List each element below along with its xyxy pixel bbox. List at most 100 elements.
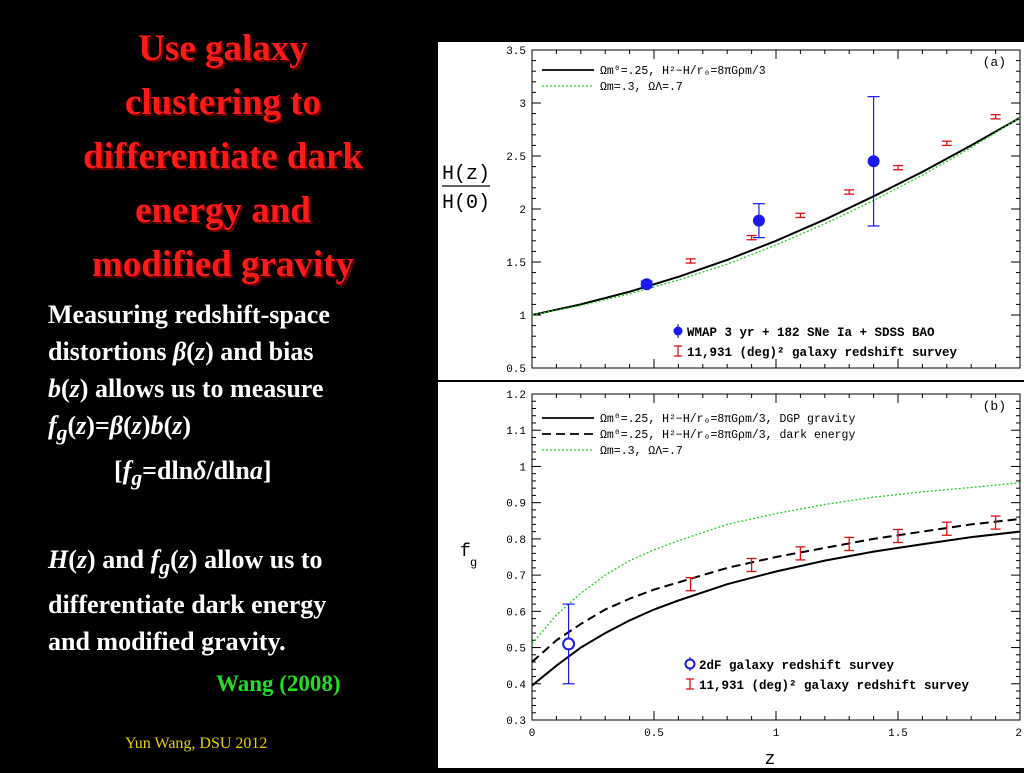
series-line-1 (532, 117, 1020, 316)
legend-label: Ωm⁰=.25, H²−H/r₀=8πGρm/3, DGP gravity (600, 413, 855, 426)
legend-label: Ωm⁰=.25, H²−H/r₀=8πGρm/3 (600, 65, 766, 78)
y-tick-label: 1.1 (506, 426, 526, 438)
text: )= (86, 411, 110, 440)
paragraph-measuring: Measuring redshift-space distortions β(z… (48, 296, 330, 497)
text: ) and (87, 545, 151, 574)
y-tick-label: 0.9 (506, 499, 526, 511)
para-line: distortions β(z) and bias (48, 333, 330, 370)
para-line: H(z) and fg(z) allow us to (48, 541, 326, 586)
hubble-chart: 0.5 1 1.5 2 2.5 3 3.5 (a) Ωm⁰=.25, H²−H/r₀=8πGρm… (442, 46, 1021, 376)
x-tick-label: 2 (1015, 728, 1022, 740)
growth-chart: 0.3 0.4 0.5 0.6 0.7 0.8 0.9 1 1.1 1.2 0 0.5 1 1.5 2 (b)… (460, 390, 1022, 770)
z-symbol: z (69, 374, 80, 403)
x-tick-label: 1.5 (888, 728, 908, 740)
y-tick-label: 1 (519, 462, 526, 474)
y-tick-label: 0.5 (506, 364, 526, 376)
text: =dln (142, 456, 194, 486)
text: ) allows us to measure (79, 374, 324, 403)
legend-marker (673, 326, 683, 336)
paragraph-differentiate: H(z) and fg(z) allow us to differentiate… (48, 541, 326, 660)
x-axis-label: z (765, 750, 776, 768)
a-symbol: a (249, 456, 263, 486)
y-axis-label: f (460, 542, 471, 562)
g-subscript: g (159, 555, 171, 580)
z-symbol: z (178, 545, 189, 574)
y-tick-label: 0.4 (506, 680, 526, 692)
z-symbol: z (131, 411, 142, 440)
slide-title: Use galaxy clustering to differentiate d… (8, 22, 438, 292)
y-tick-label: 0.5 (506, 644, 526, 656)
panel-label: (a) (983, 55, 1006, 70)
legend-label: 11,931 (deg)² galaxy redshift survey (699, 679, 970, 693)
y-tick-label: 3.5 (506, 46, 526, 58)
y-tick-label: 1 (519, 311, 526, 323)
para-line: differentiate dark energy (48, 590, 327, 620)
series-line-2 (532, 482, 1020, 645)
title-line: modified gravity (91, 244, 355, 285)
legend-marker (684, 658, 696, 670)
y-axis-label-denominator: H(0) (442, 192, 490, 215)
equation-line: fg(z)=β(z)b(z) (48, 407, 330, 452)
observed-point (752, 214, 765, 227)
f-symbol: f (48, 411, 57, 440)
y-tick-label: 2.5 (506, 152, 526, 164)
beta-symbol: β (172, 337, 187, 366)
text: ) (182, 411, 192, 440)
title-line: energy and (135, 190, 311, 231)
delta-symbol: δ (193, 456, 207, 486)
legend-label: 11,931 (deg)² galaxy redshift survey (687, 346, 958, 360)
text: ( (67, 411, 77, 440)
text: ) allow us to (188, 545, 323, 574)
f-symbol: f (122, 456, 132, 486)
y-tick-label: 0.6 (506, 607, 526, 619)
text: ( (123, 411, 132, 440)
legend-label: 2dF galaxy redshift survey (699, 659, 895, 673)
observed-point (640, 278, 653, 291)
title-line: differentiate dark (83, 136, 363, 177)
para-line: and modified gravity. (48, 627, 286, 657)
y-axis-label-subscript: g (470, 556, 477, 570)
series-line-1 (532, 518, 1020, 663)
citation: Wang (2008) (216, 671, 341, 696)
observed-point (562, 637, 576, 651)
text: ) (141, 411, 151, 440)
legend-label: WMAP 3 yr + 182 SNe Ia + SDSS BAO (687, 326, 935, 340)
g-subscript: g (56, 421, 68, 446)
text: [ (114, 456, 123, 486)
y-tick-label: 0.8 (506, 535, 526, 547)
definition-line: [fg=dlnδ/dlna] (48, 452, 330, 497)
legend-label: Ωm=.3, ΩΛ=.7 (600, 81, 683, 94)
text: ) and bias (205, 337, 314, 366)
y-tick-label: 3 (519, 99, 526, 111)
y-tick-label: 0.3 (506, 716, 526, 728)
z-symbol: z (172, 411, 183, 440)
x-tick-label: 0 (529, 728, 536, 740)
text: ( (170, 545, 179, 574)
z-symbol: z (194, 337, 206, 366)
title-line: Use galaxy (138, 28, 308, 69)
y-tick-label: 1.2 (506, 390, 526, 402)
para-line: b(z) allows us to measure (48, 370, 330, 407)
series-line-0 (532, 530, 1020, 687)
text: ( (61, 374, 70, 403)
y-tick-label: 0.7 (506, 571, 526, 583)
text: distortions (48, 337, 173, 366)
x-tick-label: 1 (773, 728, 780, 740)
y-axis-label-numerator: H(z) (442, 163, 490, 186)
beta-symbol: β (109, 411, 124, 440)
y-tick-label: 2 (519, 205, 526, 217)
x-tick-label: 0.5 (644, 728, 664, 740)
series-line-0 (532, 116, 1020, 316)
legend-label: Ωm⁰=.25, H²−H/r₀=8πGρm/3, dark energy (600, 429, 855, 442)
panel-label: (b) (983, 399, 1006, 414)
panel-a: 0.5 1 1.5 2 2.5 3 3.5 (a) Ωm⁰=.25, H²−H/r₀=8πGρm… (438, 42, 1024, 380)
panel-b: 0.3 0.4 0.5 0.6 0.7 0.8 0.9 1 1.1 1.2 0 0.5 1 1.5 2 (b)… (438, 382, 1024, 770)
H-symbol: H (48, 545, 69, 574)
text: ] (262, 456, 272, 486)
title-line: clustering to (124, 82, 322, 123)
g-subscript: g (131, 466, 143, 491)
para-line: Measuring redshift-space (48, 300, 330, 329)
text: /dln (206, 456, 250, 486)
plot-frame (531, 49, 1021, 369)
text: ( (68, 545, 77, 574)
